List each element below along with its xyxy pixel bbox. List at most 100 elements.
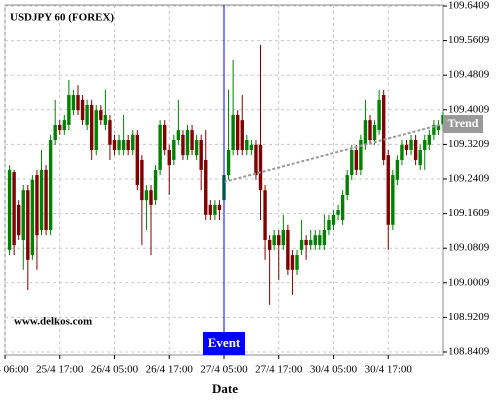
candle-body xyxy=(263,190,267,240)
candle-body xyxy=(423,140,427,150)
candle-body xyxy=(7,169,12,250)
candle-body xyxy=(80,99,85,121)
candle-body xyxy=(231,114,235,150)
candle-body xyxy=(313,235,317,246)
event-label: Event xyxy=(208,335,241,350)
candle-body xyxy=(354,149,359,170)
candle-body xyxy=(131,134,135,150)
candle-body xyxy=(167,149,171,166)
candle-body xyxy=(39,169,44,230)
y-tick-label: 109.1609 xyxy=(448,207,490,219)
candle-body xyxy=(194,140,199,156)
x-tick-label: 30/4 05:00 xyxy=(310,364,358,376)
candle-body xyxy=(144,190,149,201)
candle-body xyxy=(377,99,381,131)
candle-body xyxy=(304,239,308,246)
y-tick-label: 109.0809 xyxy=(448,242,490,254)
candle-body xyxy=(89,104,94,150)
candle-body xyxy=(76,95,80,111)
x-axis-label: Date xyxy=(212,381,238,396)
candle-body xyxy=(409,140,413,150)
event-label-box xyxy=(203,332,245,355)
candle-body xyxy=(249,144,254,150)
candle-body xyxy=(308,239,313,246)
candle-body xyxy=(235,114,240,150)
candle-body xyxy=(277,235,281,246)
candle-body xyxy=(190,130,194,150)
candle-body xyxy=(258,144,263,191)
candle-body xyxy=(158,124,162,170)
candle-body xyxy=(62,120,67,131)
y-tick-label: 109.4009 xyxy=(448,103,490,115)
candle-body xyxy=(108,120,112,145)
watermark: www.delkos.com xyxy=(14,316,92,328)
candle-body xyxy=(30,179,35,256)
candle-body xyxy=(48,140,53,230)
candle-body xyxy=(126,140,130,150)
candle-body xyxy=(350,149,354,176)
y-tick-label: 108.8409 xyxy=(448,346,490,358)
candle-body xyxy=(245,140,249,150)
candle-body xyxy=(322,229,327,246)
y-tick-label: 109.4809 xyxy=(448,69,490,81)
candle-body xyxy=(381,95,386,160)
candle-body xyxy=(208,204,213,215)
y-tick-label: 109.0009 xyxy=(448,276,490,288)
candle-body xyxy=(299,239,304,250)
candle-body xyxy=(336,210,340,215)
candle-body xyxy=(21,190,25,240)
x-tick-label: 26/4 05:00 xyxy=(91,364,139,376)
candle-body xyxy=(53,124,57,141)
trend-line xyxy=(223,123,444,183)
y-tick-label: 109.3209 xyxy=(448,138,490,150)
candle-body xyxy=(418,149,422,166)
candle-body xyxy=(363,120,368,145)
candle-body xyxy=(140,159,144,201)
candle-body xyxy=(172,140,176,160)
candle-body xyxy=(135,134,140,186)
candle-body xyxy=(67,95,71,125)
candle-body xyxy=(359,140,363,170)
candle-body xyxy=(386,155,390,225)
y-tick-label: 109.5609 xyxy=(448,34,490,46)
candle-body xyxy=(117,140,121,150)
candle-body xyxy=(240,120,244,150)
candle-body xyxy=(103,114,108,125)
chart-title: USDJPY 60 (FOREX) xyxy=(10,12,114,24)
y-tick-label: 108.9209 xyxy=(448,311,490,323)
candle-body xyxy=(185,130,190,156)
candle-body xyxy=(267,239,272,250)
candle-body xyxy=(345,175,349,195)
candle-body xyxy=(181,134,185,156)
candle-body xyxy=(176,130,181,141)
candle-body xyxy=(99,110,103,121)
x-tick-label: 26/4 17:00 xyxy=(146,364,194,376)
candle-body xyxy=(58,124,62,131)
candle-body xyxy=(217,204,222,211)
x-tick-label: 27/4 05:00 xyxy=(200,364,248,376)
candle-body xyxy=(404,144,409,150)
candle-body xyxy=(340,194,345,221)
candle-body xyxy=(35,175,39,236)
candle-body xyxy=(295,255,299,270)
candle-body xyxy=(272,235,276,246)
candle-body xyxy=(213,204,217,215)
x-tick-label: 27/4 17:00 xyxy=(255,364,303,376)
candle-body xyxy=(199,140,203,170)
candle-body xyxy=(121,140,126,150)
candle-body xyxy=(331,214,336,225)
candle-body xyxy=(436,124,441,131)
candle-body xyxy=(26,190,30,260)
candle-body xyxy=(112,140,117,150)
candle-body xyxy=(16,204,21,236)
candle-body xyxy=(372,124,377,141)
trend-label: Trend xyxy=(448,116,479,130)
candle-body xyxy=(413,140,418,160)
candle-body xyxy=(44,169,48,230)
candle-body xyxy=(254,144,258,176)
x-tick-label: 25/4 17:00 xyxy=(36,364,84,376)
candle-body xyxy=(71,95,76,111)
candle-body xyxy=(427,134,432,145)
y-tick-label: 109.2409 xyxy=(448,173,490,185)
